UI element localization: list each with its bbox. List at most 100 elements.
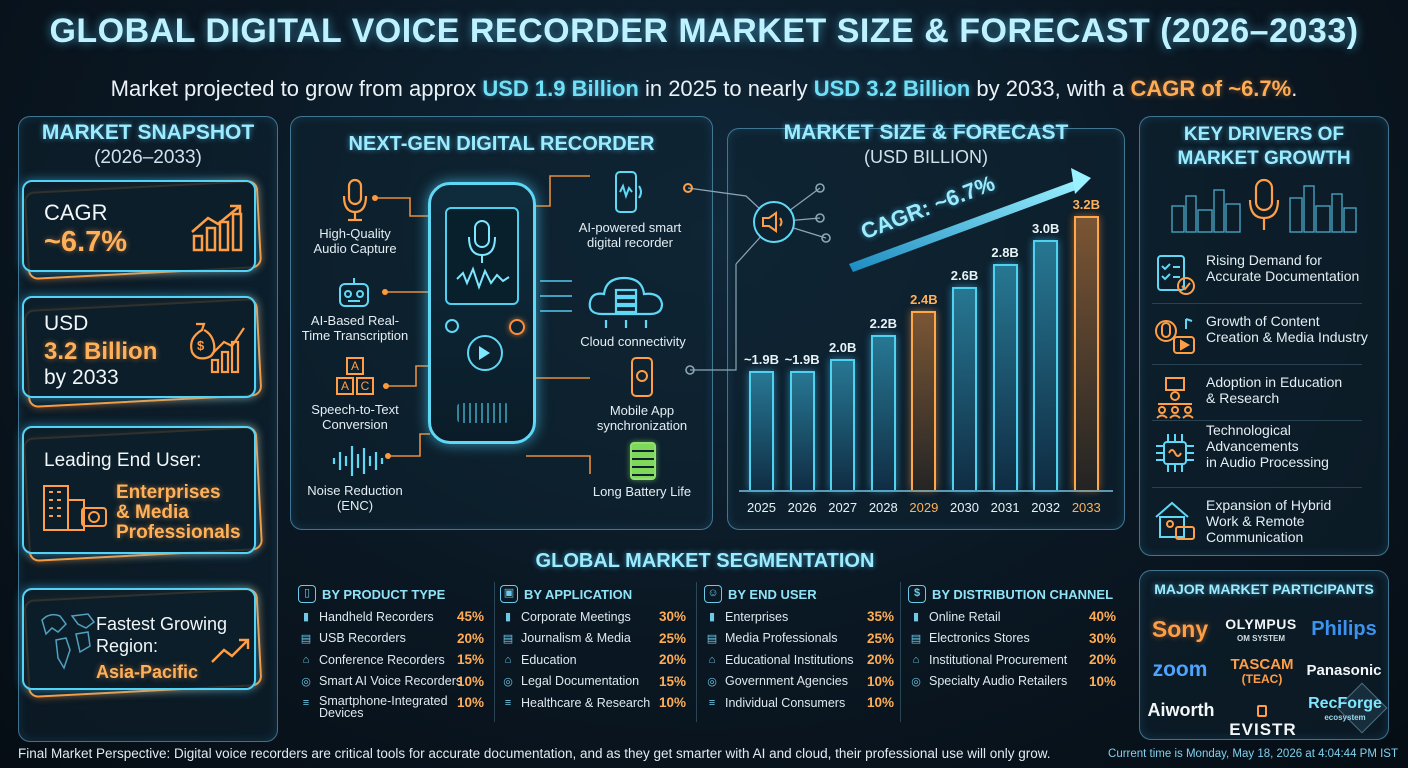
record-ring-button[interactable]: [467, 335, 503, 371]
segment-row-percent: 15%: [658, 673, 686, 689]
feature-noise-reduction: Noise Reduction (ENC): [300, 483, 410, 513]
bar-value-label-2033: 3.2B: [1072, 197, 1101, 212]
segment-row-percent: 10%: [1088, 673, 1116, 689]
driver-item: Growth of Content Creation & Media Indust…: [1150, 311, 1378, 369]
subtitle-text-3: by 2033, with a: [970, 76, 1131, 101]
segment-row: ≡ Smartphone-Integrated Devices 10%: [298, 692, 484, 720]
segment-row-icon: ⌂: [708, 653, 716, 666]
menu-button[interactable]: [445, 319, 459, 333]
segment-column: ▯ BY PRODUCT TYPE ▮ Handheld Recorders 45% ▤ U…: [298, 582, 484, 720]
speech-to-text-icon: A A C: [334, 357, 376, 397]
mobile-app-icon: [631, 357, 653, 397]
segment-row: ⌂ Conference Recorders 15%: [298, 649, 484, 671]
office-building-icon: [43, 485, 107, 531]
segment-row-percent: 10%: [866, 695, 894, 711]
robot-icon: [339, 278, 369, 307]
segment-row: ◎ Government Agencies 10%: [704, 671, 894, 693]
bar-2025: [749, 370, 774, 490]
segment-row-icon: ⌂: [302, 653, 310, 666]
logo-olympus: OLYMPUS: [1225, 616, 1297, 632]
subtitle-end-value: USD 3.2 Billion: [813, 76, 971, 101]
classroom-icon: [1156, 377, 1194, 419]
segment-row: ▤ Media Professionals 25%: [704, 628, 894, 650]
segment-row-label: Education: [521, 652, 577, 667]
segment-row-label: Individual Consumers: [725, 695, 846, 710]
subtitle-start-value: USD 1.9 Billion: [482, 76, 639, 101]
segment-row: ≡ Individual Consumers 10%: [704, 692, 894, 714]
driver-separator: [1152, 364, 1362, 365]
segment-row-percent: 45%: [456, 609, 484, 625]
driver-text-line-1: Technological: [1206, 422, 1291, 438]
region-label-line-1: Fastest Growing: [96, 614, 228, 634]
participants-panel: MAJOR MARKET PARTICIPANTS: [1139, 570, 1389, 740]
segment-row-label: Educational Institutions: [725, 652, 854, 667]
bar-2031: [992, 263, 1018, 490]
feature-mobile-line-1: Mobile App: [609, 403, 675, 418]
enduser-value-line-1: Enterprises: [116, 482, 221, 503]
segment-row-label: Media Professionals: [725, 631, 838, 646]
bar-value-label-2027: 2.0B: [828, 339, 857, 355]
segment-row-label: Enterprises: [725, 609, 789, 624]
segment-row-label-line-2: Devices: [319, 705, 364, 720]
driver-separator: [1152, 487, 1362, 488]
segment-header: ▯ BY PRODUCT TYPE: [298, 582, 484, 606]
play-icon[interactable]: [479, 346, 490, 360]
enduser-label: Leading End User:: [44, 450, 202, 471]
year-label-2032: 2032: [1031, 500, 1061, 515]
city-skyline-microphone-icon: [1171, 178, 1357, 233]
feature-speech-to-text: Speech-to-Text Conversion: [300, 402, 410, 432]
bar-value-label-2032: 3.0B: [1031, 220, 1060, 236]
feature-noise-line-2: (ENC): [336, 498, 374, 513]
feature-smart-line-2: digital recorder: [587, 235, 673, 250]
driver-text-line-2: Work & Remote: [1206, 513, 1305, 529]
segment-row-label: Journalism & Media: [521, 631, 631, 646]
segmentation-divider-1: [494, 582, 495, 722]
enduser-card: Leading End User: Enterprises & Media Pr…: [22, 426, 256, 554]
logo-recforge: RecForge: [1308, 695, 1382, 712]
bar-2033: [1073, 216, 1099, 490]
segment-header: ☺ BY END USER: [704, 582, 894, 606]
bar-2032: [1033, 239, 1059, 490]
stt-letter-a-top: A: [346, 357, 364, 375]
segment-row-icon: ▮: [504, 611, 512, 624]
battery-icon: [630, 442, 656, 480]
segment-row-label: Smart AI Voice Recorders: [319, 674, 463, 689]
segment-header-label: BY APPLICATION: [524, 586, 633, 602]
logo-aiworth: Aiworth: [1147, 700, 1215, 720]
microphone-icon: [342, 178, 368, 222]
usd-label: USD: [44, 312, 89, 335]
driver-text-line-3: Communication: [1206, 529, 1304, 545]
segment-row-percent: 10%: [658, 695, 686, 711]
segment-row: ◎ Legal Documentation 15%: [500, 671, 686, 693]
segment-row-label: Legal Documentation: [521, 674, 640, 689]
driver-text-line-2: Creation & Media Industry: [1206, 329, 1368, 345]
segment-row-icon: ≡: [302, 696, 310, 709]
segment-row-percent: 30%: [1088, 630, 1116, 646]
snapshot-title: MARKET SNAPSHOT: [41, 121, 255, 144]
chip-icon: [1156, 434, 1194, 472]
segment-row-label: Electronics Stores: [929, 631, 1030, 646]
segment-row-percent: 40%: [1088, 609, 1116, 625]
feature-smart-line-1: AI-powered smart: [578, 220, 682, 235]
segment-column: ☺ BY END USER ▮ Enterprises 35% ▤ Media Profes…: [704, 582, 894, 714]
segment-row-label: Handheld Recorders: [319, 609, 434, 624]
segment-row-percent: 20%: [456, 630, 484, 646]
subtitle-text-4: .: [1291, 76, 1298, 101]
forecast-subtitle: (USD BILLION): [863, 147, 989, 167]
logo-sony: Sony: [1151, 616, 1209, 642]
driver-item: Rising Demand for Accurate Documentation: [1150, 250, 1378, 308]
feature-battery: Long Battery Life: [592, 484, 692, 499]
feature-audio-line-1: High-Quality: [319, 226, 391, 241]
segment-row-percent: 10%: [456, 673, 484, 689]
segment-header-icon: ▣: [500, 585, 518, 603]
bar-2027: [830, 358, 856, 490]
segment-row-icon: ◎: [707, 675, 717, 688]
feature-ai-line-1: AI-Based Real-: [310, 313, 400, 328]
record-button[interactable]: [509, 319, 525, 335]
driver-text: Rising Demand for Accurate Documentation: [1206, 252, 1381, 284]
bar-2026: [789, 370, 815, 490]
driver-item: Expansion of Hybrid Work & Remote Communic…: [1150, 495, 1378, 553]
feature-audio-line-2: Audio Capture: [313, 241, 397, 256]
segment-row-icon: ◎: [503, 675, 513, 688]
logo-tascam-sub: (TEAC): [1241, 672, 1283, 686]
